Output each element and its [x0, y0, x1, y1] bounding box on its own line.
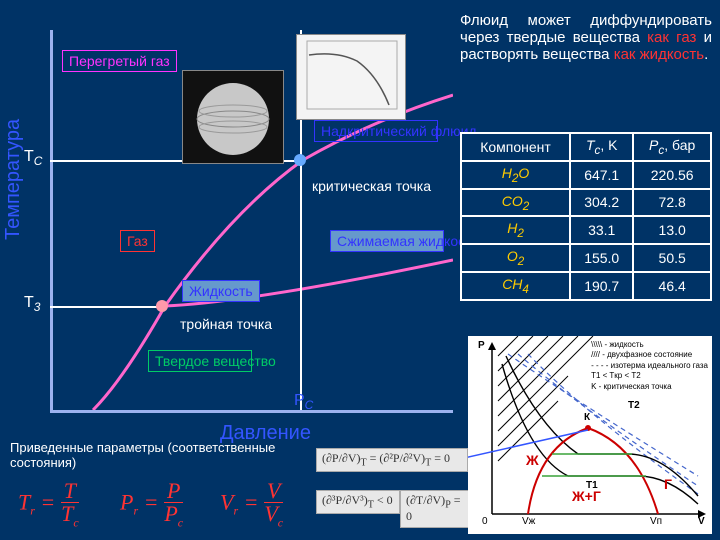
critical-point-text: критическая точка: [312, 178, 431, 194]
pv-k: К: [584, 412, 590, 423]
pv-t2: T2: [628, 400, 640, 411]
formula-pr: Pr = PPc: [120, 480, 183, 528]
pv-g: Г: [664, 476, 672, 492]
label-supercritical: Надкритический флюид: [314, 120, 438, 142]
table-row: CO2304.272.8: [461, 189, 711, 217]
pv-vzh: Vж: [522, 516, 535, 527]
table-header-row: Компонент Tc, K Pc, бар: [461, 133, 711, 161]
t3-line: [50, 306, 162, 308]
triple-point-text: тройная точка: [180, 316, 272, 332]
pv-zh: Ж: [526, 452, 539, 468]
t3-label: T3: [24, 294, 40, 314]
pv-diagram: P V 0 Vж Vп T1 T2 К Ж Ж+Г Г \\\\\ - жидк…: [468, 336, 712, 534]
small-chart-inset: [296, 34, 406, 120]
pv-vp: Vп: [650, 516, 662, 527]
critical-params-table: Компонент Tc, K Pc, бар H2O647.1220.56 C…: [460, 132, 712, 301]
pv-P: P: [478, 340, 485, 351]
col-component: Компонент: [461, 133, 570, 161]
label-compressible-liquid: Сжимаемая жидкость: [330, 230, 444, 252]
critical-point-node: [294, 154, 306, 166]
col-tc: Tc, K: [570, 133, 633, 161]
pv-zhg: Ж+Г: [572, 488, 601, 504]
col-pc: Pc, бар: [633, 133, 711, 161]
eq-box-b: (∂³P/∂V³)T < 0: [316, 490, 400, 514]
label-liquid: Жидкость: [182, 280, 260, 302]
eq-box-a: (∂P/∂V)T = (∂²P/∂²V)T = 0: [316, 448, 468, 472]
table-row: H233.113.0: [461, 216, 711, 244]
y-axis-label: Температура: [2, 119, 25, 240]
eq-box-c: (∂T/∂V)P = 0: [400, 490, 472, 528]
intro-text: Флюид может диффундировать через твердые…: [460, 12, 712, 63]
label-gas: Газ: [120, 230, 155, 252]
pv-legend: \\\\\ - жидкость //// - двухфазное состо…: [591, 340, 708, 392]
triple-point-node: [156, 300, 168, 312]
table-row: H2O647.1220.56: [461, 161, 711, 189]
label-superheated: Перегретый газ: [62, 50, 177, 72]
formula-vr: Vr = VVc: [220, 480, 283, 528]
label-solid: Твердое вещество: [148, 350, 252, 372]
pv-V: V: [698, 516, 705, 527]
pc-label: PC: [294, 392, 313, 412]
formula-tr: Tr = TTc: [18, 480, 79, 528]
reduced-caption: Приведенные параметры (соответственные с…: [10, 440, 300, 470]
sphere-inset: [182, 70, 284, 164]
tc-label: TC: [24, 148, 42, 168]
pv-0: 0: [482, 516, 488, 527]
table-row: O2155.050.5: [461, 244, 711, 272]
table-row: CH4190.746.4: [461, 272, 711, 300]
